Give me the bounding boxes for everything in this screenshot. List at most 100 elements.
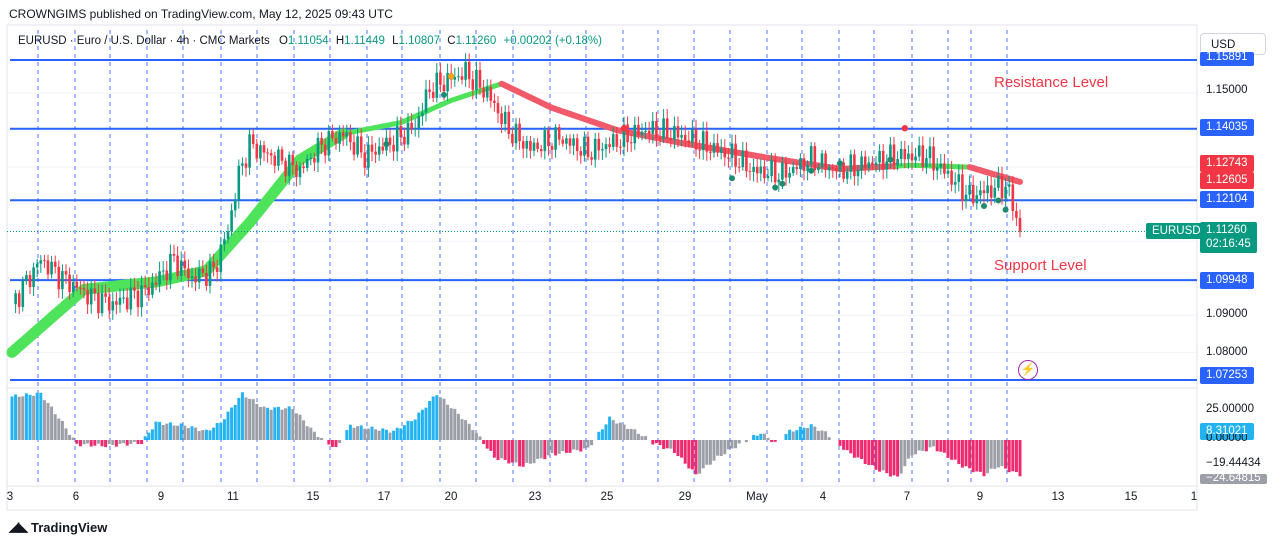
vertical-dashed-lines bbox=[37, 30, 1008, 486]
histogram-bar bbox=[813, 426, 817, 440]
candle-body bbox=[212, 261, 215, 268]
resistance-annotation: Resistance Level bbox=[994, 74, 1109, 91]
candle-body bbox=[280, 149, 284, 161]
histogram-bar bbox=[244, 397, 248, 440]
candle-body bbox=[215, 267, 219, 272]
histogram-bar bbox=[914, 440, 918, 455]
candle-body bbox=[550, 146, 554, 150]
histogram-bar bbox=[694, 440, 698, 475]
histogram-bar bbox=[179, 423, 183, 440]
histogram-bar bbox=[258, 406, 262, 440]
candle-body bbox=[86, 289, 89, 305]
candle-body bbox=[417, 116, 421, 129]
candle-body bbox=[766, 176, 770, 179]
candle-body bbox=[64, 271, 68, 275]
low-value: 1.10807 bbox=[398, 35, 441, 47]
candle-body bbox=[129, 287, 133, 310]
histogram-bar bbox=[611, 420, 615, 440]
candle-body bbox=[1015, 211, 1018, 218]
tradingview-logo[interactable]: ◢◣ TradingView bbox=[9, 519, 107, 535]
candle-body bbox=[874, 162, 878, 165]
level-tag: 1.14035 bbox=[1200, 119, 1254, 136]
candle-body bbox=[712, 143, 716, 153]
histogram-bar bbox=[21, 396, 25, 440]
histogram-bar bbox=[96, 440, 100, 444]
candle-body bbox=[298, 166, 302, 178]
histogram-bar bbox=[208, 430, 212, 440]
histogram-bar bbox=[910, 440, 914, 456]
histogram-bar bbox=[676, 440, 680, 457]
candle-body bbox=[25, 274, 28, 281]
candle-body bbox=[806, 164, 809, 171]
candle-body bbox=[359, 136, 363, 153]
candle-body bbox=[115, 301, 118, 305]
candle-body bbox=[907, 153, 910, 160]
histogram-bar bbox=[575, 440, 579, 451]
candle-body bbox=[284, 160, 287, 177]
histogram-bar bbox=[186, 428, 190, 440]
histogram-bar bbox=[226, 411, 230, 440]
histogram-bar bbox=[129, 440, 133, 444]
candle-body bbox=[352, 142, 356, 155]
histogram-bar bbox=[924, 440, 928, 452]
histogram-bar bbox=[525, 440, 529, 463]
histogram-bar bbox=[215, 423, 219, 440]
candle-body bbox=[727, 157, 730, 159]
candle-body bbox=[158, 271, 161, 285]
histogram-bar bbox=[554, 440, 558, 456]
histogram-bar bbox=[896, 440, 900, 477]
histogram-bar bbox=[392, 430, 396, 440]
histogram-bar bbox=[417, 412, 421, 440]
candle-body bbox=[93, 288, 97, 294]
histogram-bar bbox=[384, 429, 388, 440]
candle-body bbox=[709, 151, 712, 153]
candle-body bbox=[784, 162, 788, 178]
candle-body bbox=[107, 296, 111, 311]
histogram-bar bbox=[744, 440, 748, 443]
time-tick: 25 bbox=[601, 491, 614, 503]
pattern-marker bbox=[981, 202, 987, 209]
candle-body bbox=[676, 126, 680, 138]
histogram-bar bbox=[395, 427, 399, 440]
currency-button[interactable]: USD bbox=[1200, 33, 1266, 55]
pattern-marker bbox=[837, 160, 843, 167]
histogram-bar bbox=[1007, 440, 1011, 473]
candle-body bbox=[421, 112, 424, 117]
histogram-bar bbox=[89, 440, 93, 447]
candle-body bbox=[554, 127, 557, 150]
candle-body bbox=[471, 79, 475, 90]
time-tick: 7 bbox=[904, 491, 910, 503]
histogram-bar bbox=[309, 427, 313, 440]
candle-body bbox=[327, 131, 331, 156]
histogram-bar bbox=[269, 409, 273, 440]
candle-body bbox=[964, 194, 968, 201]
tradingview-logo-icon: ◢◣ bbox=[9, 519, 28, 534]
histogram-bar bbox=[521, 440, 525, 467]
candle-body bbox=[197, 268, 201, 283]
histogram-bar bbox=[14, 394, 18, 440]
candle-body bbox=[651, 120, 655, 134]
histogram-bar bbox=[586, 440, 590, 448]
histogram-bar bbox=[438, 397, 442, 440]
last-price-tag: 1.11260 02:16:45 bbox=[1200, 222, 1257, 253]
candle-body bbox=[241, 163, 244, 166]
candle-body bbox=[493, 100, 496, 103]
histogram-bar bbox=[140, 440, 144, 445]
histogram-bar bbox=[78, 440, 82, 447]
histogram-bar bbox=[712, 440, 716, 461]
histogram-bar bbox=[762, 433, 766, 440]
symbol-legend[interactable]: EURUSD · Euro / U.S. Dollar · 4h · CMC M… bbox=[18, 35, 602, 47]
candle-body bbox=[46, 260, 50, 275]
histogram-bar bbox=[316, 437, 320, 440]
histogram-bar bbox=[482, 440, 486, 445]
flash-icon[interactable]: ⚡ bbox=[1018, 360, 1038, 380]
candle-body bbox=[935, 167, 939, 171]
candle-body bbox=[968, 185, 971, 195]
histogram-bar bbox=[590, 440, 594, 446]
histogram-bar bbox=[345, 430, 349, 440]
candle-body bbox=[730, 143, 734, 159]
histogram-bar bbox=[975, 440, 979, 472]
histogram-bar bbox=[456, 413, 460, 440]
histogram-bar bbox=[183, 425, 187, 440]
